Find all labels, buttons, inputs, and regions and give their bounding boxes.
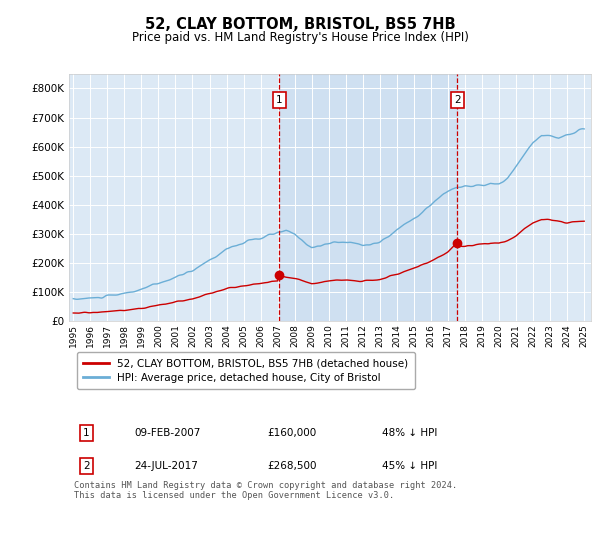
Text: 48% ↓ HPI: 48% ↓ HPI (382, 428, 437, 438)
Text: 24-JUL-2017: 24-JUL-2017 (134, 461, 198, 471)
Text: Contains HM Land Registry data © Crown copyright and database right 2024.
This d: Contains HM Land Registry data © Crown c… (74, 481, 457, 500)
Text: 45% ↓ HPI: 45% ↓ HPI (382, 461, 437, 471)
Text: 52, CLAY BOTTOM, BRISTOL, BS5 7HB: 52, CLAY BOTTOM, BRISTOL, BS5 7HB (145, 17, 455, 32)
Text: 2: 2 (454, 95, 461, 105)
Text: 1: 1 (276, 95, 283, 105)
Legend: 52, CLAY BOTTOM, BRISTOL, BS5 7HB (detached house), HPI: Average price, detached: 52, CLAY BOTTOM, BRISTOL, BS5 7HB (detac… (77, 352, 415, 389)
Text: 09-FEB-2007: 09-FEB-2007 (134, 428, 200, 438)
Text: 2: 2 (83, 461, 89, 471)
Text: £160,000: £160,000 (268, 428, 317, 438)
Text: Price paid vs. HM Land Registry's House Price Index (HPI): Price paid vs. HM Land Registry's House … (131, 31, 469, 44)
Bar (280, 74, 457, 321)
Text: 1: 1 (83, 428, 89, 438)
Text: £268,500: £268,500 (268, 461, 317, 471)
